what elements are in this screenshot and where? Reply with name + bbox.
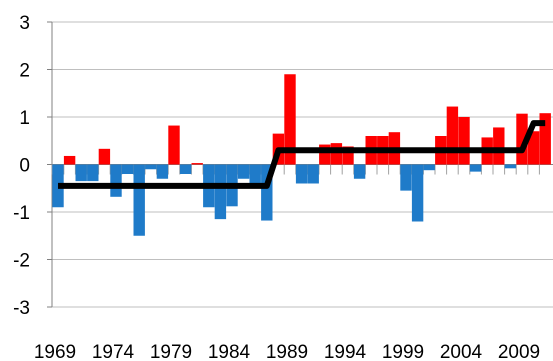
bar (87, 164, 99, 182)
y-tick-label: -1 (13, 203, 30, 224)
bar (214, 164, 227, 220)
bar (156, 164, 169, 179)
bar (191, 163, 203, 165)
x-tick-label: 1974 (92, 342, 135, 361)
bar (539, 113, 551, 165)
x-tick-label: 1989 (266, 342, 308, 361)
x-tick-label: 1979 (150, 342, 192, 361)
bar (121, 164, 134, 174)
y-tick-label: -3 (13, 298, 30, 319)
bar (168, 125, 180, 165)
bar (411, 164, 424, 222)
bar (423, 164, 435, 171)
bar (446, 106, 459, 165)
bar (469, 164, 482, 172)
y-tick-label: -2 (13, 251, 30, 272)
bar (295, 164, 308, 184)
bar (98, 148, 111, 165)
x-tick-label: 1994 (324, 342, 367, 361)
bar (330, 143, 343, 165)
bar (516, 113, 528, 165)
y-tick-label: 3 (19, 13, 30, 34)
x-tick-labels: 1969 1974 1979 1984 1989 1994 1999 2004 2009 (34, 342, 540, 361)
bar (458, 117, 470, 165)
bar (400, 164, 412, 191)
step-line-path (58, 120, 546, 189)
bar (179, 164, 192, 174)
bar (319, 144, 331, 165)
bar (133, 164, 145, 236)
bar (342, 146, 354, 165)
bar (237, 164, 250, 179)
bar (261, 164, 273, 221)
x-tick-label: 2004 (440, 342, 483, 361)
bar (284, 74, 296, 165)
y-tick-label: 1 (19, 108, 30, 129)
x-tick-label: 1984 (208, 342, 251, 361)
bar (353, 164, 366, 179)
step-line (58, 120, 546, 189)
bar (504, 164, 517, 169)
bar (63, 155, 76, 165)
bar (527, 131, 540, 165)
bar (145, 164, 157, 170)
y-tick-labels: 3 2 1 0 -1 -2 -3 (13, 13, 30, 319)
bar (110, 164, 122, 197)
x-tick-label: 2009 (498, 342, 540, 361)
x-tick-label: 1969 (34, 342, 76, 361)
bar (75, 164, 87, 182)
y-tick-label: 2 (19, 61, 30, 82)
x-tick-label: 1999 (382, 342, 424, 361)
y-tick-label: 0 (19, 156, 30, 177)
bar (493, 127, 505, 165)
bar (307, 164, 319, 184)
bar (249, 164, 261, 186)
